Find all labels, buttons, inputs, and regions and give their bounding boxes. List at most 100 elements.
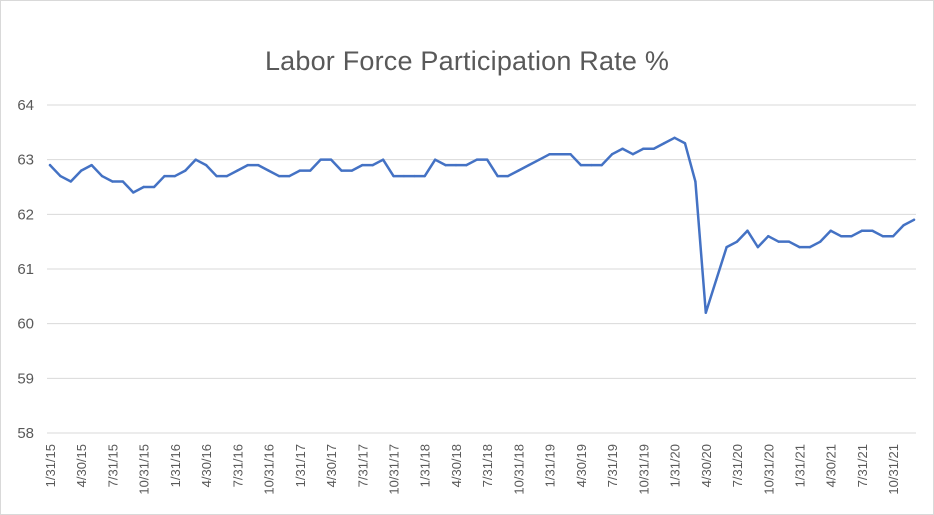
data-point: [80, 169, 83, 172]
data-point: [756, 245, 760, 249]
x-tick-label: 10/31/19: [636, 444, 651, 495]
data-point: [506, 174, 510, 178]
data-point: [329, 158, 333, 161]
x-tick-label: 7/31/21: [855, 444, 870, 487]
data-point: [850, 235, 853, 238]
data-point: [808, 245, 812, 249]
data-point: [194, 158, 197, 161]
data-point: [163, 174, 166, 178]
x-tick-label: 1/31/21: [792, 444, 807, 487]
data-point: [891, 235, 895, 238]
data-point: [590, 163, 593, 167]
x-tick-label: 7/31/19: [605, 444, 620, 487]
data-point: [704, 311, 708, 314]
data-point: [361, 163, 364, 167]
data-point: [735, 240, 739, 243]
x-tick-label: 4/30/18: [449, 444, 464, 487]
data-point: [683, 142, 687, 145]
data-point: [413, 174, 416, 178]
x-tick-label: 7/31/15: [105, 444, 120, 487]
data-point: [454, 163, 458, 167]
data-point: [204, 163, 208, 167]
data-point: [694, 180, 697, 183]
data-point: [673, 136, 676, 139]
data-point: [48, 163, 52, 167]
data-point: [538, 158, 541, 161]
data-point: [184, 169, 187, 172]
data-point: [881, 235, 884, 238]
data-point: [100, 174, 104, 178]
data-point: [256, 163, 260, 167]
x-tick-label: 1/31/20: [668, 444, 683, 487]
series-line: [48, 136, 916, 314]
data-point: [746, 229, 749, 232]
data-point: [621, 147, 624, 150]
data-point: [111, 180, 114, 183]
y-tick-label: 63: [17, 152, 34, 169]
data-point: [725, 245, 728, 249]
x-axis-tick-labels: 1/31/15 4/30/15 7/31/15 10/31/15 1/31/16 4/30…: [43, 444, 901, 495]
data-point: [527, 163, 531, 167]
data-point: [558, 153, 562, 156]
data-point: [860, 229, 864, 232]
y-tick-label: 61: [17, 261, 34, 278]
data-point: [319, 158, 322, 161]
data-point: [579, 163, 583, 167]
x-tick-label: 10/31/15: [137, 444, 152, 495]
data-point: [69, 180, 73, 183]
data-point: [371, 163, 374, 167]
data-point: [288, 174, 291, 178]
x-tick-label: 4/30/21: [824, 444, 839, 487]
y-tick-label: 62: [17, 206, 34, 223]
data-point: [767, 235, 770, 238]
data-point: [465, 163, 468, 167]
data-point: [631, 153, 635, 156]
data-point: [90, 163, 93, 167]
x-tick-label: 10/31/20: [761, 444, 776, 495]
data-point: [152, 185, 156, 189]
data-point: [715, 278, 718, 282]
y-tick-label: 64: [17, 97, 34, 114]
data-point: [59, 174, 62, 178]
x-tick-label: 1/31/15: [43, 444, 58, 487]
x-tick-label: 1/31/17: [293, 444, 308, 487]
data-point: [662, 142, 666, 145]
data-point: [392, 174, 395, 178]
data-point: [548, 153, 551, 156]
data-point: [819, 240, 822, 243]
data-point: [173, 174, 177, 178]
data-point: [402, 174, 406, 178]
data-point: [486, 158, 489, 161]
data-point: [236, 169, 239, 172]
data-point: [225, 174, 229, 178]
data-point: [277, 174, 281, 178]
data-point: [787, 240, 791, 243]
data-point: [902, 224, 905, 227]
y-tick-label: 58: [17, 425, 34, 442]
data-point: [475, 158, 478, 161]
x-tick-label: 10/31/16: [262, 444, 277, 495]
data-point: [340, 169, 343, 172]
gridlines: [47, 104, 916, 434]
data-point: [433, 158, 437, 161]
data-point: [912, 218, 916, 221]
series-layer: [48, 136, 916, 314]
x-tick-label: 4/30/20: [699, 444, 714, 487]
y-tick-label: 59: [17, 370, 34, 387]
data-point: [142, 185, 145, 189]
data-point: [798, 245, 801, 249]
data-point: [829, 229, 832, 232]
data-point: [652, 147, 655, 150]
data-point: [246, 163, 249, 167]
data-point: [600, 163, 603, 167]
x-tick-label: 7/31/16: [230, 444, 245, 487]
x-tick-label: 10/31/21: [886, 444, 901, 495]
data-point: [496, 174, 499, 178]
x-tick-label: 10/31/18: [511, 444, 526, 495]
y-tick-label: 60: [17, 316, 34, 333]
data-point: [839, 235, 843, 238]
chart-title: Labor Force Participation Rate %: [264, 46, 670, 76]
data-point: [569, 153, 572, 156]
x-tick-label: 4/30/17: [324, 444, 339, 487]
